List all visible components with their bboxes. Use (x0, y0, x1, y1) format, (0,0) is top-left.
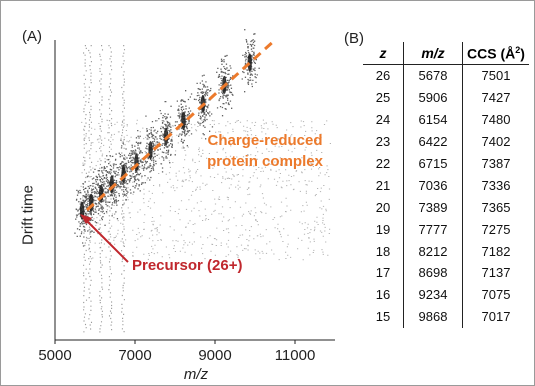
header-mz: m/z (403, 42, 463, 65)
panel-b-label: (B) (344, 30, 364, 47)
table-row: 20 7389 7365 (363, 196, 529, 219)
cell-ccs: 7017 (481, 309, 511, 325)
charge-state-clusters (74, 29, 260, 247)
header-ccs-sup: 2 (515, 44, 521, 55)
cell-ccs: 7365 (481, 199, 511, 215)
annotation-charge-reduced: Charge-reduced (207, 132, 322, 149)
data-point (128, 129, 147, 194)
cell-ccs: 7402 (481, 134, 511, 150)
data-point-scatter (216, 54, 234, 117)
axes-group: 5000 7000 9000 11000 (38, 40, 335, 364)
background-noise (80, 119, 331, 261)
precursor-arrow-head (80, 214, 92, 224)
fit-line (85, 38, 277, 212)
cell-z: 17 (375, 265, 391, 281)
cell-ccs: 7275 (481, 221, 511, 237)
data-point-scatter (143, 115, 159, 181)
cell-z: 20 (375, 199, 391, 215)
cell-z: 15 (375, 309, 391, 325)
data-point-core (134, 153, 139, 172)
cell-mz: 6715 (403, 152, 463, 175)
header-ccs-close: ) (520, 45, 525, 62)
fit-line-group (85, 38, 277, 212)
cell-z: 19 (375, 221, 391, 237)
cell-z: 25 (375, 90, 391, 106)
cell-mz: 7389 (403, 196, 463, 219)
cell-mz: 9868 (403, 305, 463, 328)
table-row: 15 9868 7017 (363, 305, 529, 328)
x-tick-label: 9000 (198, 347, 231, 364)
data-point (193, 74, 214, 140)
x-axis-title: m/z (183, 366, 209, 383)
panel-a-label: (A) (22, 28, 42, 45)
data-point (74, 183, 92, 247)
table-row: 21 7036 7336 (363, 174, 529, 197)
data-point-core (163, 127, 169, 146)
cell-z: 23 (375, 134, 391, 150)
header-z: z (363, 42, 404, 65)
cell-mz: 6154 (403, 108, 463, 131)
table-row: 25 5906 7427 (363, 86, 529, 109)
cell-z: 26 (375, 68, 391, 84)
table-row: 22 6715 7387 (363, 152, 529, 175)
cell-mz: 8698 (403, 262, 463, 284)
cell-z: 18 (375, 243, 391, 259)
noise-dots (80, 119, 331, 261)
table-row: 23 6422 7402 (363, 130, 529, 153)
cell-z: 22 (375, 156, 391, 171)
ccs-table: z m/z CCS (Å2) 26 5678 7501 25 5906 7427 24 615… (363, 42, 529, 328)
data-point (157, 100, 176, 173)
table-row: 17 8698 7137 (363, 262, 529, 284)
cell-mz: 6422 (403, 130, 463, 153)
cell-ccs: 7075 (481, 287, 511, 303)
cell-ccs: 7501 (481, 68, 511, 84)
annotation-precursor: Precursor (26+) (132, 257, 242, 274)
precursor-arrow-line (85, 219, 129, 263)
data-point (174, 90, 193, 149)
table-row: 19 7777 7275 (363, 218, 529, 241)
cell-ccs: 7387 (481, 156, 511, 171)
cell-z: 24 (375, 112, 391, 128)
annotations-group: Charge-reduced protein complex Precursor (… (80, 132, 324, 274)
cell-mz: 9234 (403, 283, 463, 306)
table-row: 26 5678 7501 (363, 64, 529, 87)
cell-ccs: 7427 (481, 90, 511, 106)
data-point (115, 139, 135, 206)
data-point-core (247, 53, 252, 72)
table-row: 16 9234 7075 (363, 283, 529, 306)
cell-mz: 7777 (403, 218, 463, 241)
cell-mz: 5906 (403, 86, 463, 109)
cell-ccs: 7480 (481, 112, 511, 128)
cell-z: 16 (375, 287, 391, 303)
cell-ccs: 7137 (481, 265, 511, 281)
data-point (241, 29, 260, 93)
cell-ccs: 7336 (481, 177, 511, 193)
noise-stripe (98, 45, 104, 333)
cell-ccs: 7182 (481, 243, 511, 259)
cell-mz: 5678 (403, 64, 463, 87)
cell-mz: 8212 (403, 240, 463, 263)
table-row: 18 8212 7182 (363, 240, 529, 263)
data-point-core (148, 141, 153, 160)
x-tick-label: 7000 (118, 347, 151, 364)
data-point-scatter (115, 139, 135, 206)
table-row: 24 6154 7480 (363, 108, 529, 131)
cell-z: 21 (375, 177, 391, 193)
x-tick-label: 11000 (275, 347, 316, 364)
table-header-row: z m/z CCS (Å2) (363, 42, 529, 65)
header-ccs: CCS (Å2) (462, 42, 529, 65)
annotation-protein-complex: protein complex (207, 153, 324, 170)
header-ccs-text: CCS (Å (467, 45, 516, 62)
table-body: 26 5678 7501 25 5906 7427 24 6154 7480 23 6422 7402… (363, 64, 529, 328)
data-point-core (181, 112, 186, 131)
y-axis-title: Drift time (19, 185, 37, 245)
noise-stripe (121, 45, 126, 333)
x-tick-label: 5000 (38, 347, 71, 364)
cell-mz: 7036 (403, 174, 463, 197)
